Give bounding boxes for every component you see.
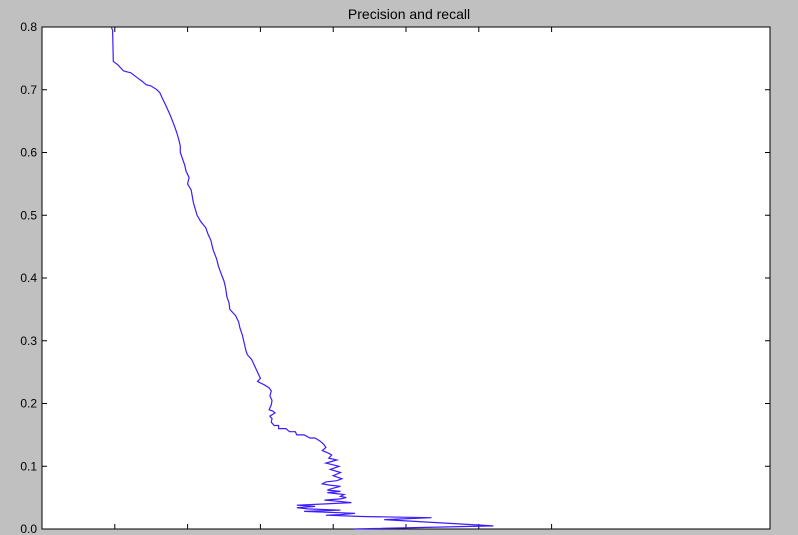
y-tick-label: 0.7 [20,83,37,97]
chart-title: Precision and recall [348,6,470,22]
y-tick-label: 0.4 [20,271,37,285]
plot-area [41,26,771,530]
y-tick-label: 0.0 [20,522,37,535]
y-axis-ticks: 0.0 0.1 0.2 0.3 0.4 0.5 0.6 0.7 0.8 [20,20,770,535]
y-tick-label: 0.5 [20,208,37,222]
y-tick-label: 0.1 [20,459,37,473]
y-tick-label: 0.2 [20,397,37,411]
y-tick-label: 0.8 [20,20,37,34]
series-line-precision-recall [110,26,494,530]
y-tick-label: 0.6 [20,146,37,160]
y-tick-label: 0.3 [20,334,37,348]
